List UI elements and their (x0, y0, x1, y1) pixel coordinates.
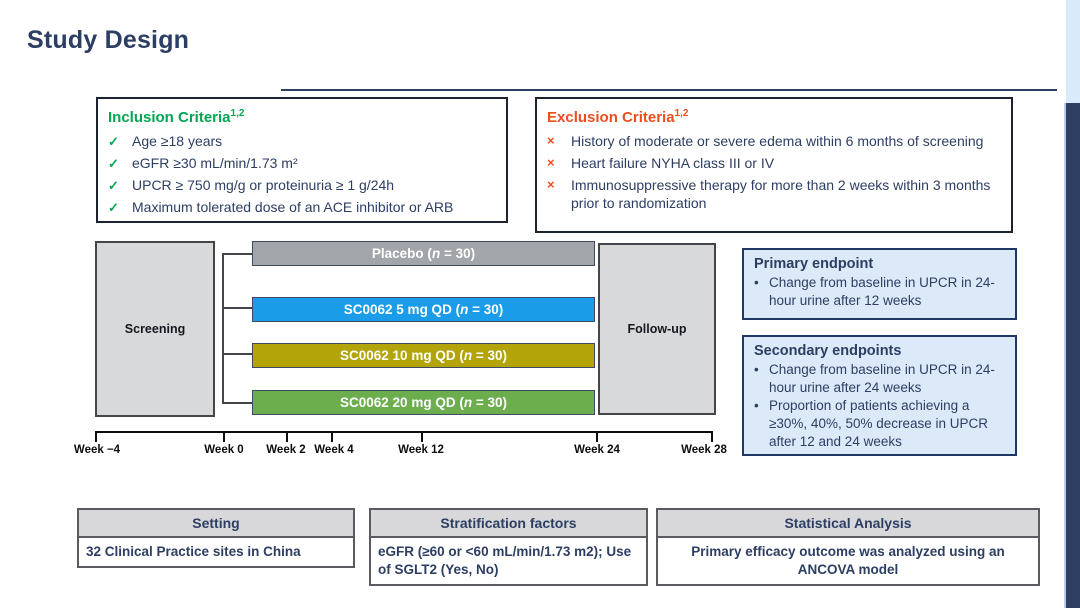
check-icon: ✓ (108, 134, 119, 149)
timeline-axis (95, 431, 713, 433)
statistical-analysis-header: Statistical Analysis (658, 510, 1038, 538)
followup-label: Follow-up (627, 322, 687, 336)
secondary-endpoint-item: • Proportion of patients achieving a ≥30… (754, 397, 1007, 451)
arm-bar-sc0062-10mg: SC0062 10 mg QD (n = 30) (252, 343, 595, 368)
timeline-tick (421, 431, 423, 442)
timeline-tick (95, 431, 97, 442)
exclusion-criteria-box: Exclusion Criteria1,2 × History of moder… (535, 97, 1013, 233)
page-title: Study Design (27, 26, 190, 54)
statistical-analysis-box: Statistical Analysis Primary efficacy ou… (656, 508, 1040, 586)
exclusion-item: × Immunosuppressive therapy for more tha… (547, 176, 1001, 212)
bullet-icon: • (754, 362, 759, 377)
exclusion-item: × History of moderate or severe edema wi… (547, 132, 1001, 150)
arm-label-post: = 30) (468, 302, 504, 317)
timeline-label-week-28: Week 28 (681, 444, 727, 456)
secondary-endpoint-text: Change from baseline in UPCR in 24-hour … (769, 362, 995, 395)
timeline-label-week-minus4: Week −4 (73, 444, 121, 456)
timeline-label-week-2: Week 2 (266, 444, 306, 456)
title-divider-line (281, 89, 1057, 91)
exclusion-item-text: History of moderate or severe edema with… (571, 133, 984, 149)
secondary-endpoint-text: Proportion of patients achieving a ≥30%,… (769, 398, 989, 449)
secondary-endpoint-item: • Change from baseline in UPCR in 24-hou… (754, 361, 1007, 397)
connector-stub (222, 307, 253, 309)
check-icon: ✓ (108, 200, 119, 215)
secondary-endpoints-heading: Secondary endpoints (754, 343, 902, 359)
inclusion-item: ✓ Maximum tolerated dose of an ACE inhib… (108, 199, 496, 216)
timeline-tick (711, 431, 713, 442)
inclusion-criteria-box: Inclusion Criteria1,2 ✓ Age ≥18 years ✓ … (96, 97, 508, 223)
timeline-label-week-4: Week 4 (314, 444, 354, 456)
screening-label: Screening (124, 322, 186, 336)
arm-bar-sc0062-5mg: SC0062 5 mg QD (n = 30) (252, 297, 595, 322)
check-icon: ✓ (108, 156, 119, 171)
arm-label-n: n (431, 246, 441, 261)
primary-endpoint-box: Primary endpoint • Change from baseline … (742, 248, 1017, 320)
timeline-label-week-24: Week 24 (574, 444, 620, 456)
setting-body: 32 Clinical Practice sites in China (86, 544, 301, 559)
stratification-header: Stratification factors (371, 510, 646, 538)
setting-header: Setting (79, 510, 353, 538)
stratification-factors-box: Stratification factors eGFR (≥60 or <60 … (369, 508, 648, 586)
arm-bar-placebo: Placebo (n = 30) (252, 241, 595, 266)
exclusion-item-text: Immunosuppressive therapy for more than … (571, 177, 991, 211)
followup-box: Follow-up (598, 243, 716, 415)
stratification-body: eGFR (≥60 or <60 mL/min/1.73 m2); Use of… (378, 544, 632, 577)
setting-box: Setting 32 Clinical Practice sites in Ch… (77, 508, 355, 568)
exclusion-item-text: Heart failure NYHA class III or IV (571, 155, 775, 171)
timeline-tick (223, 431, 225, 442)
arm-label-pre: SC0062 20 mg QD ( (340, 395, 464, 410)
inclusion-item-text: Age ≥18 years (132, 133, 223, 149)
edge-strip-navy (1064, 103, 1080, 608)
arm-label-pre: Placebo ( (371, 246, 432, 261)
arm-bar-sc0062-20mg: SC0062 20 mg QD (n = 30) (252, 390, 595, 415)
inclusion-criteria-heading: Inclusion Criteria1,2 (108, 103, 496, 128)
primary-endpoint-item: • Change from baseline in UPCR in 24-hou… (754, 274, 1007, 310)
statistical-analysis-body: Primary efficacy outcome was analyzed us… (691, 544, 1005, 577)
primary-endpoint-text: Change from baseline in UPCR in 24-hour … (769, 275, 995, 308)
timeline-tick (596, 431, 598, 442)
cross-icon: × (547, 133, 555, 148)
connector-stub (222, 402, 253, 404)
bullet-icon: • (754, 398, 759, 413)
cross-icon: × (547, 155, 555, 170)
arm-label-pre: SC0062 5 mg QD ( (343, 302, 461, 317)
timeline-label-week-0: Week 0 (204, 444, 244, 456)
screening-box: Screening (95, 241, 215, 417)
inclusion-item: ✓ UPCR ≥ 750 mg/g or proteinuria ≥ 1 g/2… (108, 177, 496, 194)
exclusion-item: × Heart failure NYHA class III or IV (547, 154, 1001, 172)
arm-label-n: n (463, 395, 473, 410)
arm-label-n: n (463, 348, 473, 363)
inclusion-item-text: Maximum tolerated dose of an ACE inhibit… (132, 199, 454, 215)
edge-strip-light (1066, 0, 1080, 103)
check-icon: ✓ (108, 178, 119, 193)
secondary-endpoints-box: Secondary endpoints • Change from baseli… (742, 335, 1017, 456)
connector-stub (222, 253, 253, 255)
inclusion-item-text: UPCR ≥ 750 mg/g or proteinuria ≥ 1 g/24h (132, 177, 395, 193)
bullet-icon: • (754, 275, 759, 290)
timeline-label-week-12: Week 12 (398, 444, 444, 456)
exclusion-heading-superscript: 1,2 (674, 108, 689, 119)
inclusion-heading-superscript: 1,2 (230, 108, 245, 119)
exclusion-criteria-heading: Exclusion Criteria1,2 (547, 103, 1001, 128)
arm-label-n: n (460, 302, 469, 317)
inclusion-heading-text: Inclusion Criteria (108, 109, 231, 126)
timeline-tick (331, 431, 333, 442)
primary-endpoint-heading: Primary endpoint (754, 256, 874, 272)
inclusion-item: ✓ eGFR ≥30 mL/min/1.73 m² (108, 155, 496, 172)
arm-label-post: = 30) (472, 348, 507, 363)
randomization-bracket-line (222, 253, 224, 403)
cross-icon: × (547, 177, 555, 192)
arm-label-pre: SC0062 10 mg QD ( (340, 348, 464, 363)
exclusion-heading-text: Exclusion Criteria (547, 109, 675, 126)
connector-stub (222, 353, 253, 355)
arm-label-post: = 30) (472, 395, 507, 410)
inclusion-item-text: eGFR ≥30 mL/min/1.73 m² (132, 155, 298, 171)
timeline-tick (286, 431, 288, 442)
inclusion-item: ✓ Age ≥18 years (108, 133, 496, 150)
arm-label-post: = 30) (440, 246, 476, 261)
